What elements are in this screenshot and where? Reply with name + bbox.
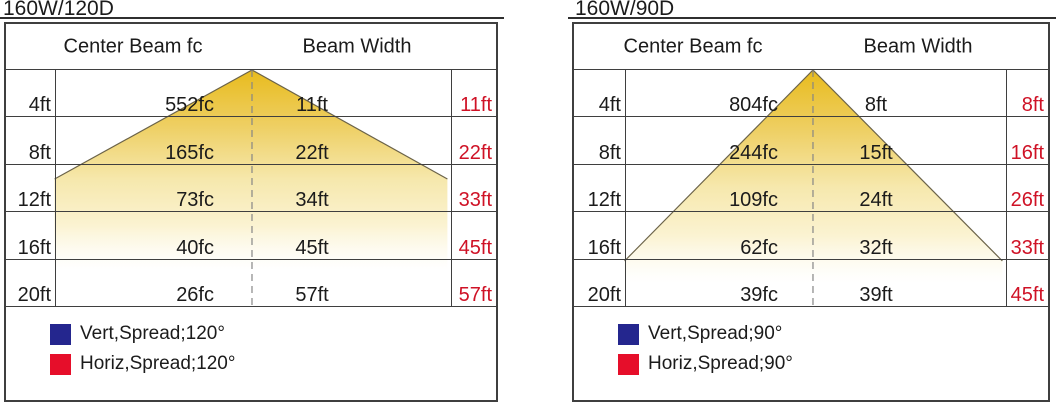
beam-width-value: 57ft — [295, 284, 329, 307]
header-beam-width: Beam Width — [302, 35, 412, 57]
center-beam-value: 165fc — [165, 141, 214, 164]
table-row: 16ft 40fc 45ft 45ft — [6, 212, 496, 260]
legend-item-horiz: Horiz,Spread;90° — [618, 353, 1048, 375]
photometric-table: Center Beam fc Beam Width — [572, 22, 1050, 402]
center-beam-value: 26fc — [176, 284, 214, 307]
panel-160w-90d: 160W/90D Center Beam fc Beam Width — [529, 0, 1058, 409]
legend-item-vert: Vert,Spread;90° — [618, 323, 1048, 345]
legend: Vert,Spread;120° Horiz,Spread;120° — [6, 307, 496, 399]
legend-label: Horiz,Spread;120° — [80, 353, 236, 374]
header-beam-width: Beam Width — [863, 35, 973, 57]
beam-width-value: 24ft — [859, 189, 893, 212]
table-row: 16ft 62fc 32ft 33ft — [574, 212, 1048, 260]
title-underline — [568, 17, 1056, 19]
center-beam-value: 552fc — [165, 94, 214, 117]
header-center-beam: Center Beam fc — [623, 35, 763, 57]
vert-spread-swatch — [50, 323, 71, 345]
table-row: 20ft 39fc 39ft 45ft — [574, 260, 1048, 308]
column-divider-right — [451, 70, 452, 307]
table-header: Center Beam fc Beam Width — [574, 24, 1048, 70]
distance-label: 8ft — [28, 141, 51, 164]
legend-label: Horiz,Spread;90° — [648, 353, 793, 374]
horiz-width-value: 45ft — [1010, 284, 1044, 307]
legend-item-vert: Vert,Spread;120° — [50, 323, 496, 345]
horiz-width-value: 57ft — [458, 284, 492, 307]
beam-width-value: 34ft — [295, 189, 329, 212]
table-row: 12ft 109fc 24ft 26ft — [574, 165, 1048, 213]
center-beam-value: 40fc — [176, 236, 214, 259]
title-underline — [0, 17, 504, 19]
distance-label: 16ft — [17, 236, 51, 259]
horiz-width-value: 11ft — [460, 94, 492, 117]
beam-width-value: 15ft — [859, 141, 893, 164]
beam-width-value: 32ft — [859, 236, 893, 259]
table-row: 12ft 73fc 34ft 33ft — [6, 165, 496, 213]
horiz-width-value: 33ft — [1010, 236, 1044, 259]
horiz-width-value: 33ft — [458, 189, 492, 212]
beam-width-value: 22ft — [295, 141, 329, 164]
table-row: 20ft 26fc 57ft 57ft — [6, 260, 496, 308]
table-body: 4ft 804fc 8ft 8ft 8ft 244fc 15ft 16ft 12… — [574, 70, 1048, 308]
column-divider-right — [1006, 70, 1007, 307]
legend-item-horiz: Horiz,Spread;120° — [50, 353, 496, 375]
table-row: 4ft 552fc 11ft 11ft — [6, 70, 496, 118]
distance-label: 4ft — [598, 94, 621, 117]
table-header: Center Beam fc Beam Width — [6, 24, 496, 70]
center-beam-value: 109fc — [729, 189, 778, 212]
horiz-spread-swatch — [618, 353, 639, 375]
distance-label: 16ft — [587, 236, 621, 259]
legend: Vert,Spread;90° Horiz,Spread;90° — [574, 307, 1048, 399]
beam-width-value: 8ft — [864, 94, 888, 117]
center-beam-value: 804fc — [729, 94, 778, 117]
center-beam-value: 244fc — [729, 141, 778, 164]
vert-spread-swatch — [618, 323, 639, 345]
distance-label: 12ft — [587, 189, 621, 212]
legend-label: Vert,Spread;90° — [648, 323, 783, 344]
center-beam-value: 39fc — [740, 284, 778, 307]
horiz-width-value: 45ft — [458, 236, 492, 259]
panel-160w-120d: 160W/120D Center Beam fc Beam Width — [0, 0, 504, 402]
distance-label: 20ft — [587, 284, 621, 307]
table-body: 4ft 552fc 11ft 11ft 8ft 165fc 22ft 22ft … — [6, 70, 496, 308]
horiz-spread-swatch — [50, 353, 71, 375]
legend-label: Vert,Spread;120° — [80, 323, 225, 344]
beam-width-value: 11ft — [296, 94, 328, 117]
distance-label: 12ft — [17, 189, 51, 212]
horiz-width-value: 26ft — [1010, 189, 1044, 212]
table-row: 8ft 165fc 22ft 22ft — [6, 117, 496, 165]
horiz-width-value: 8ft — [1021, 94, 1044, 117]
header-center-beam: Center Beam fc — [63, 35, 203, 57]
table-row: 4ft 804fc 8ft 8ft — [574, 70, 1048, 118]
table-row: 8ft 244fc 15ft 16ft — [574, 117, 1048, 165]
beam-width-value: 45ft — [295, 236, 329, 259]
distance-label: 4ft — [28, 94, 51, 117]
panel-title: 160W/120D — [3, 0, 114, 20]
photometric-table: Center Beam fc Beam Width — [4, 22, 498, 402]
center-beam-value: 73fc — [176, 189, 214, 212]
beam-width-value: 39ft — [859, 284, 893, 307]
distance-label: 20ft — [17, 284, 51, 307]
horiz-width-value: 22ft — [458, 141, 492, 164]
center-beam-value: 62fc — [740, 236, 778, 259]
distance-label: 8ft — [598, 141, 621, 164]
horiz-width-value: 16ft — [1010, 141, 1044, 164]
panel-title: 160W/90D — [575, 0, 675, 20]
